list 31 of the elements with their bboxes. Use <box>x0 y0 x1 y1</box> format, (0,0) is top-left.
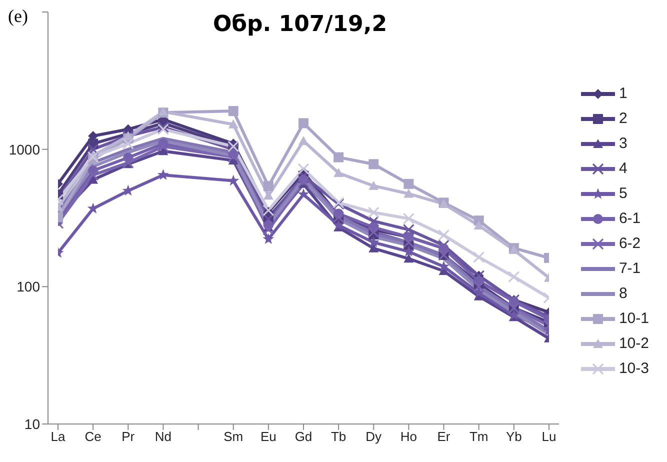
legend-label: 6-2 <box>618 235 641 252</box>
legend-label: 3 <box>618 135 628 152</box>
x-tick-label: La <box>50 429 66 444</box>
x-tick-label: Eu <box>260 429 276 444</box>
chart-title: Обр. 107/19,2 <box>212 12 388 37</box>
x-tick-label: Ho <box>400 429 418 444</box>
legend-label: 8 <box>618 285 628 302</box>
y-tick-label: 1000 <box>8 141 40 158</box>
legend-label: 2 <box>618 110 628 127</box>
x-tick-label: Er <box>437 429 451 444</box>
x-tick-label: Pr <box>122 429 136 444</box>
y-tick-label: 10 <box>24 416 40 432</box>
legend-label: 10-1 <box>618 310 649 327</box>
x-tick-label: Tb <box>330 429 346 444</box>
x-tick-label: Sm <box>224 429 244 444</box>
x-tick-label: Tm <box>469 429 488 444</box>
x-tick-label: Ce <box>84 429 102 444</box>
x-tick-label: Dy <box>366 429 382 444</box>
legend-label: 4 <box>618 160 628 177</box>
y-tick-label: 100 <box>16 278 40 295</box>
x-tick-label: Gd <box>294 429 312 444</box>
legend-label: 10-3 <box>618 360 649 377</box>
legend-label: 10-2 <box>618 335 649 352</box>
x-tick-label: Yb <box>506 429 522 444</box>
text: (e) <box>8 6 28 27</box>
legend-label: 1 <box>618 85 628 102</box>
x-tick-label: Nd <box>154 429 172 444</box>
legend-label: 7-1 <box>618 260 641 277</box>
x-tick-label: Lu <box>542 429 556 444</box>
legend-label: 5 <box>618 185 628 202</box>
legend-label: 6-1 <box>618 210 641 227</box>
